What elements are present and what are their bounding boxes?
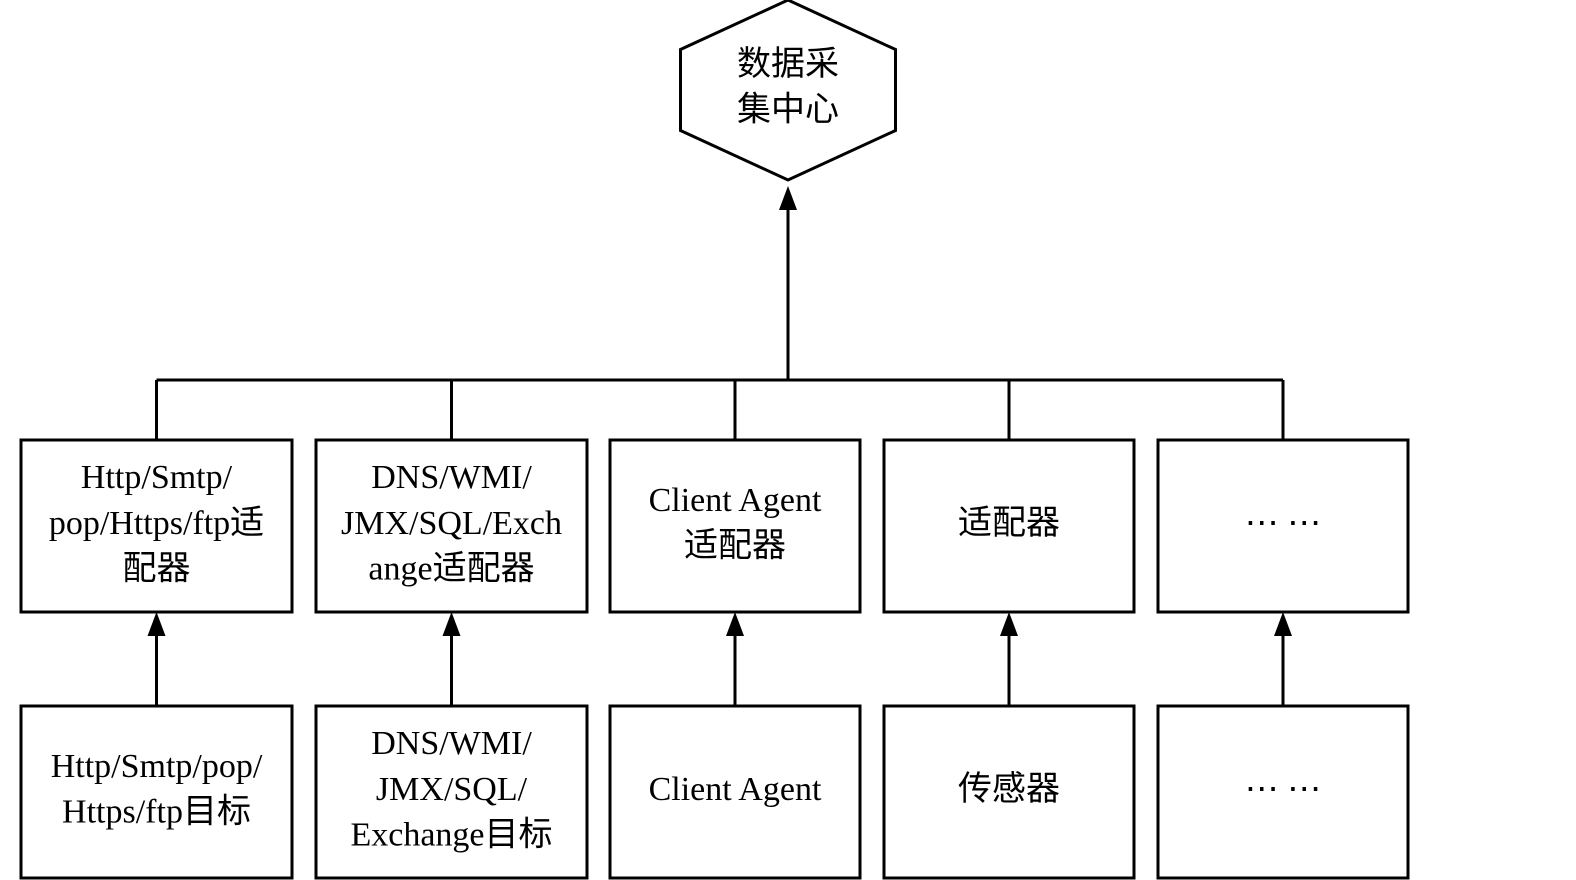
node-label: Exchange目标 <box>350 816 552 854</box>
node-label: Client Agent <box>649 482 822 519</box>
node-label: DNS/WMI/ <box>371 459 532 496</box>
node-label: 适配器 <box>684 528 786 565</box>
node-label: ange适配器 <box>368 551 534 588</box>
node-label: ⋯ ⋯ <box>1245 771 1322 808</box>
node-label: pop/Https/ftp适 <box>49 505 264 542</box>
node-label: DNS/WMI/ <box>371 725 532 762</box>
node-label: 传感器 <box>958 770 1060 808</box>
node-label: 集中心 <box>737 91 839 129</box>
node-label: 配器 <box>123 551 191 588</box>
node-label: JMX/SQL/ <box>376 771 528 808</box>
node-label: Client Agent <box>649 771 822 808</box>
node-label: 适配器 <box>958 505 1060 542</box>
node-label: Http/Smtp/pop/ <box>51 748 263 785</box>
node-label: Https/ftp目标 <box>62 793 251 831</box>
node-label: Http/Smtp/ <box>81 459 233 496</box>
node-label: ⋯ ⋯ <box>1245 505 1322 542</box>
node-label: JMX/SQL/Exch <box>341 505 562 542</box>
node-label: 数据采 <box>737 45 839 83</box>
